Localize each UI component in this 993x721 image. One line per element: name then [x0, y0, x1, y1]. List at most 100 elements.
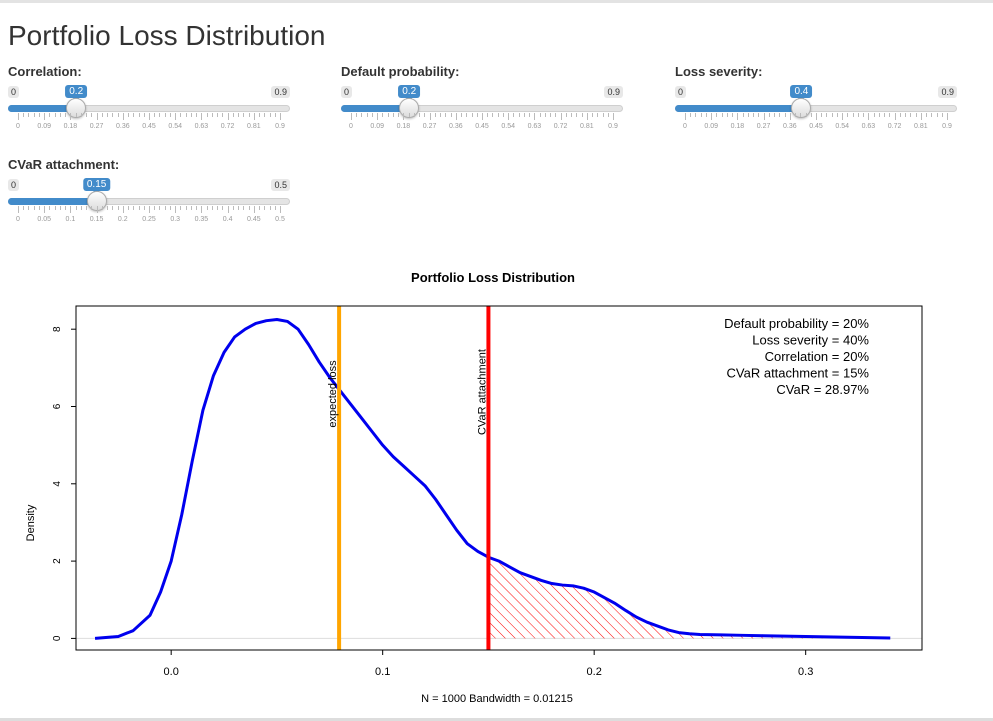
slider-tick: [445, 113, 447, 117]
slider-tick: [842, 113, 844, 120]
x-tick-label: 0.3: [798, 666, 813, 678]
slider-tick: [450, 113, 452, 117]
slider-tick: [387, 113, 389, 117]
slider-tick: [690, 113, 692, 117]
slider-tick: [44, 113, 46, 120]
slider-tick: [169, 113, 171, 117]
slider-tick-label: 0.5: [275, 216, 285, 223]
slider-tick: [117, 206, 119, 210]
slider-tick: [884, 113, 886, 117]
slider-tick: [899, 113, 901, 117]
slider-tick: [122, 206, 124, 213]
loss-severity-min-value: 0: [675, 86, 687, 98]
loss-severity-slider[interactable]: Loss severity: 0 0.9 0.4 0 0.09 0.18 0.27 0.36 0.…: [675, 64, 957, 144]
slider-tick-label: 0.2: [117, 216, 128, 223]
slider-tick: [101, 113, 103, 117]
slider-tick-label: 0.72: [553, 123, 568, 130]
slider-tick: [65, 113, 67, 117]
slider-tick: [164, 206, 166, 210]
slider-tick: [868, 113, 870, 120]
slider-tick: [413, 113, 415, 117]
slider-tick: [586, 113, 588, 120]
slider-tick: [190, 206, 192, 210]
slider-tick-label: 0.18: [730, 123, 745, 130]
slider-tick: [211, 113, 213, 117]
slider-tick: [852, 113, 854, 117]
slider-tick: [117, 113, 119, 117]
slider-tick: [222, 206, 224, 210]
loss-severity-label: Loss severity:: [675, 64, 763, 79]
x-tick-label: 0.0: [164, 666, 179, 678]
slider-tick: [243, 206, 245, 210]
loss-severity-current-value: 0.4: [790, 85, 813, 102]
slider-tick: [419, 113, 421, 117]
slider-tick: [726, 113, 728, 117]
slider-tick: [737, 113, 739, 120]
slider-tick: [408, 113, 410, 117]
x-axis-label: N = 1000 Bandwidth = 0.01215: [421, 693, 573, 705]
slider-tick: [222, 113, 224, 117]
loss-severity-fill: [675, 105, 802, 112]
slider-tick: [154, 206, 156, 210]
slider-tick: [112, 113, 114, 117]
slider-tick: [361, 113, 363, 117]
slider-tick: [38, 206, 40, 210]
cvar-attachment-ticks: [8, 206, 290, 214]
slider-tick: [253, 113, 255, 120]
slider-tick-label: 0.45: [142, 123, 156, 130]
bottom-border: [0, 718, 993, 721]
correlation-label: Correlation:: [8, 64, 82, 79]
cvar-attachment-slider[interactable]: CVaR attachment: 0 0.5 0.15 0 0.05 0.1 0.15 0.2 0…: [8, 157, 290, 237]
slider-tick: [550, 113, 552, 117]
slider-tick: [70, 113, 72, 120]
slider-tick: [581, 113, 583, 117]
slider-tick-label: 0.35: [194, 216, 209, 223]
slider-tick: [831, 113, 833, 117]
legend-line: CVaR attachment = 15%: [727, 366, 870, 381]
slider-tick: [259, 113, 261, 117]
slider-tick: [65, 206, 67, 210]
slider-tick: [54, 113, 56, 117]
slider-tick: [70, 206, 72, 213]
slider-tick: [905, 113, 907, 117]
slider-tick: [196, 206, 198, 210]
slider-tick-label: 0.18: [396, 123, 411, 130]
slider-tick: [513, 113, 515, 117]
y-axis-label: Density: [25, 504, 37, 541]
slider-tick: [107, 206, 109, 210]
slider-tick: [59, 113, 61, 117]
slider-tick: [101, 206, 103, 210]
correlation-slider[interactable]: Correlation: 0 0.9 0.2 0 0.09 0.18 0.27 0.36 0.45…: [8, 64, 290, 144]
default-probability-fill: [341, 105, 410, 112]
default-probability-current-value: 0.2: [398, 85, 421, 102]
slider-tick: [28, 206, 30, 210]
slider-tick-label: 0.45: [246, 216, 261, 223]
correlation-min-value: 0: [8, 86, 20, 98]
slider-tick: [747, 113, 749, 117]
slider-tick: [232, 113, 234, 117]
slider-tick: [143, 206, 145, 210]
slider-tick: [466, 113, 468, 117]
slider-tick: [613, 113, 614, 120]
slider-tick: [768, 113, 770, 117]
slider-tick: [571, 113, 573, 117]
slider-tick: [398, 113, 400, 117]
plot-frame: [75, 305, 923, 651]
slider-tick-label: 0.72: [220, 123, 235, 130]
slider-tick-label: 0.45: [475, 123, 489, 130]
top-border: [0, 0, 993, 3]
correlation-ticks: [8, 113, 290, 121]
default-probability-min-value: 0: [341, 86, 353, 98]
slider-tick-label: 0: [16, 216, 20, 223]
default-probability-slider[interactable]: Default probability: 0 0.9 0.2 0 0.09 0.18 0.27…: [341, 64, 623, 144]
slider-tick: [49, 206, 51, 210]
slider-tick-label: 0.4: [222, 216, 233, 223]
slider-tick: [18, 206, 19, 213]
slider-tick-label: 0.27: [89, 123, 104, 130]
slider-tick: [915, 113, 917, 117]
slider-tick: [544, 113, 546, 117]
slider-tick: [44, 206, 46, 213]
slider-tick-label: 0: [349, 123, 353, 130]
chart-title: Portfolio Loss Distribution: [411, 270, 575, 285]
slider-tick-label: 0.9: [275, 123, 285, 130]
